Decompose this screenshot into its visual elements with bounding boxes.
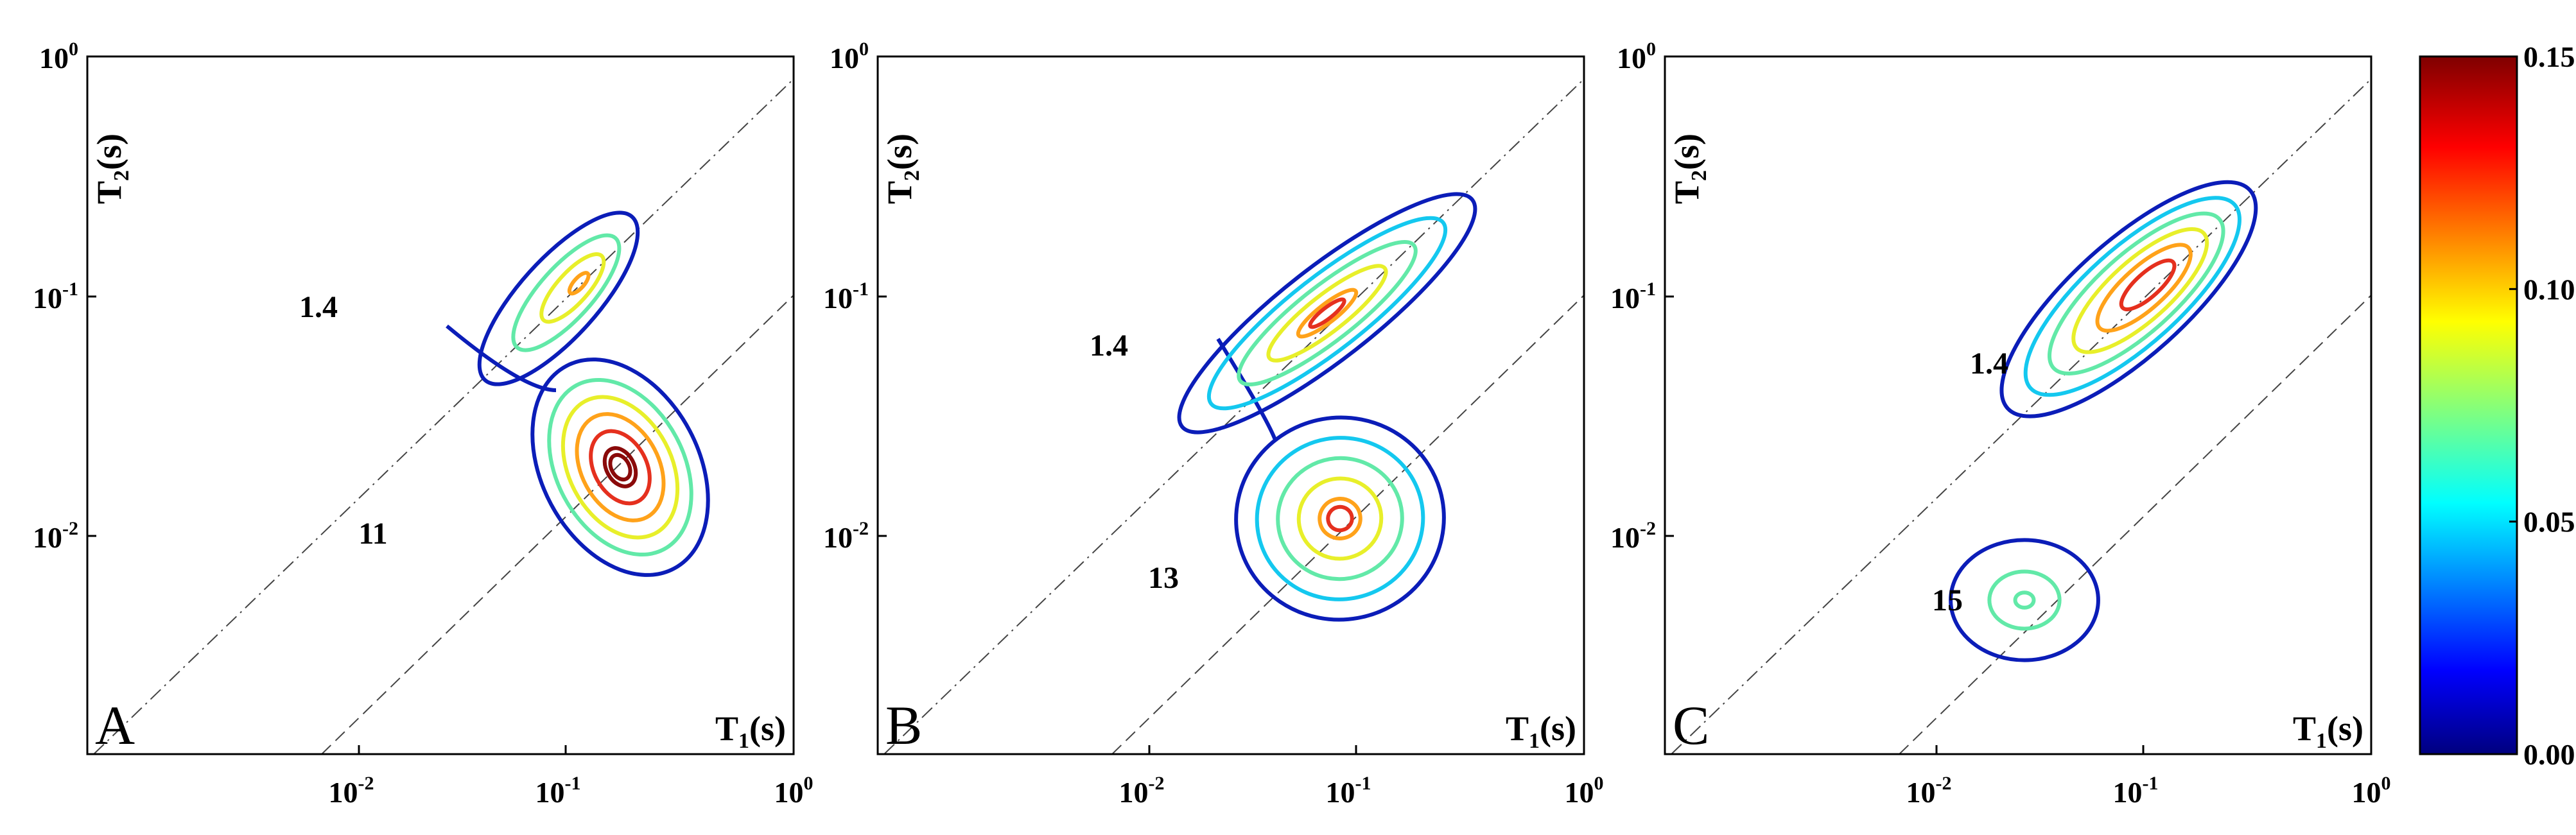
contour-level-lower — [530, 357, 710, 577]
axis-frame — [86, 55, 795, 755]
contour-level-upper — [2023, 196, 2241, 397]
x-tick-label: 100 — [774, 773, 814, 809]
peak-label: 1.4 — [299, 290, 338, 324]
colorbar-tick-label: 0.10 — [2523, 273, 2575, 306]
panel-letter: A — [95, 694, 135, 756]
x-axis-label: T1(s) — [715, 709, 786, 753]
peak-label: 1.4 — [1090, 329, 1128, 363]
panel-letter: C — [1673, 694, 1709, 756]
contour-group — [1177, 192, 1477, 622]
chart-panel-c: 100 10-1 10-2 10-2 10-1 100 T2(s) T1(s) C 1.4 15 — [1610, 39, 2391, 809]
colorbar: 0.00 0.05 0.10 0.15 — [2419, 40, 2575, 771]
y-tick-label: 10-2 — [33, 518, 78, 554]
chart-panel-a: 100 10-1 10-2 10-2 10-1 100 T2(s) T1(s) A 1.4 11 — [33, 39, 814, 809]
contour-level-upper — [1237, 240, 1418, 386]
peak-label: 15 — [1932, 583, 1963, 617]
contour-level-lower — [1255, 436, 1425, 601]
contour-level-upper — [1206, 216, 1448, 411]
contour-level-upper — [2119, 258, 2177, 311]
ref-line-dashdot — [883, 78, 1584, 754]
peak-label: 11 — [358, 517, 387, 551]
contour-level-lower — [1949, 538, 2100, 662]
y-axis-label: T2(s) — [880, 133, 924, 204]
x-tick-label: 10-1 — [1326, 773, 1371, 809]
contour-level-upper — [567, 271, 591, 296]
contour-level-lower — [575, 412, 666, 522]
contour-level-upper — [1177, 192, 1477, 435]
contour-level-upper — [2047, 211, 2225, 375]
contour-level-lower — [1276, 456, 1404, 581]
colorbar-gradient — [2419, 55, 2518, 755]
contour-level-upper — [1266, 264, 1388, 363]
contour-group — [446, 211, 710, 577]
contour-level-lower — [589, 429, 652, 506]
contour-level-upper — [2071, 227, 2209, 354]
contour-level-lower — [1326, 504, 1354, 533]
x-tick-label: 100 — [1565, 773, 1604, 809]
x-axis-label: T1(s) — [2293, 709, 2363, 753]
peak-label: 1.4 — [1970, 347, 2008, 381]
axis-frame — [876, 55, 1585, 755]
colorbar-tick-label: 0.15 — [2523, 40, 2575, 73]
y-tick-label: 100 — [1617, 39, 1656, 74]
contour-level-upper — [1308, 297, 1346, 329]
x-tick-label: 10-1 — [535, 773, 581, 809]
contour-level-upper — [2095, 243, 2193, 333]
x-tick-label: 10-2 — [1119, 773, 1165, 809]
colorbar-tick-label: 0.00 — [2523, 738, 2575, 771]
contour-level-lower — [602, 446, 638, 488]
contour-level-lower — [1234, 415, 1446, 622]
y-tick-label: 10-1 — [33, 279, 78, 314]
y-axis-label: T2(s) — [1667, 133, 1711, 204]
contour-level-lower — [2013, 590, 2036, 610]
contour-level-upper — [1999, 180, 2258, 418]
contour-level-lower — [547, 377, 693, 557]
x-tick-label: 10-2 — [1906, 773, 1952, 809]
peak-label: 13 — [1148, 561, 1179, 595]
contour-level-lower — [561, 395, 680, 540]
y-tick-label: 100 — [39, 39, 78, 74]
contour-level-upper — [1296, 288, 1359, 339]
contour-level-upper — [511, 233, 622, 352]
y-tick-label: 10-1 — [823, 279, 869, 314]
contour-level-lower — [1296, 476, 1384, 561]
ref-line-dashed — [321, 295, 794, 754]
contour-level-lower — [1318, 497, 1362, 540]
contour-level-lower — [608, 452, 632, 482]
x-axis-label: T1(s) — [1506, 709, 1576, 753]
contour-group — [1949, 180, 2258, 662]
y-tick-label: 10-1 — [1610, 279, 1656, 314]
ref-line-dashed — [1899, 295, 2371, 754]
contour-level-lower — [1987, 569, 2062, 631]
ref-line-dashdot — [93, 78, 794, 754]
contour-level-upper — [539, 252, 606, 324]
axis-frame — [1664, 55, 2372, 755]
y-tick-label: 10-2 — [823, 518, 869, 554]
y-tick-label: 100 — [830, 39, 869, 74]
x-tick-label: 10-1 — [2113, 773, 2159, 809]
chart-panel-b: 100 10-1 10-2 10-2 10-1 100 T2(s) T1(s) B 1.4 13 — [823, 39, 1604, 809]
panel-letter: B — [885, 694, 922, 756]
contour-bridge — [446, 324, 557, 392]
contour-level-upper — [477, 211, 640, 386]
colorbar-tick-label: 0.05 — [2523, 506, 2575, 538]
y-axis-label: T2(s) — [90, 133, 134, 204]
x-tick-label: 10-2 — [329, 773, 374, 809]
y-tick-label: 10-2 — [1610, 518, 1656, 554]
x-tick-label: 100 — [2352, 773, 2391, 809]
